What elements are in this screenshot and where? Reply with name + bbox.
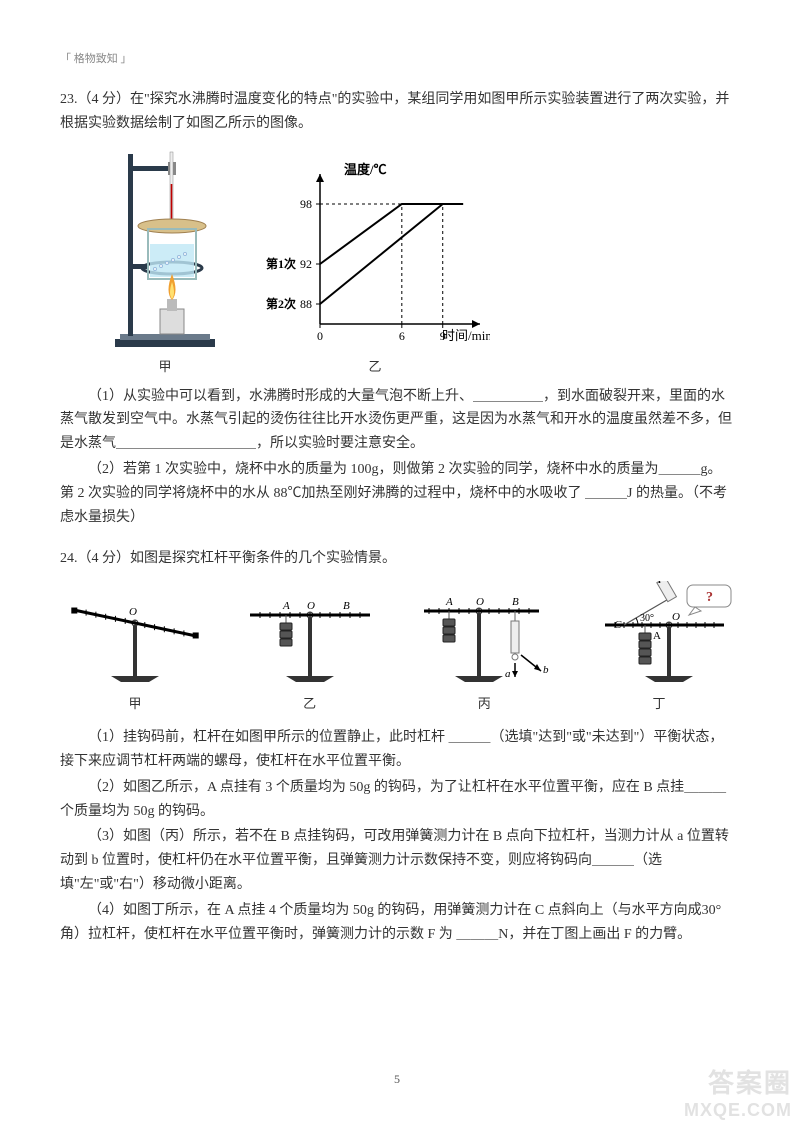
lever-jia-svg: O: [60, 581, 210, 691]
svg-text:b: b: [543, 664, 549, 676]
svg-text:O: O: [672, 611, 680, 623]
svg-text:A: A: [653, 630, 661, 642]
fig-yi-label: 乙: [368, 356, 381, 375]
q23-figures: 甲 889298069温度/℃时间/min第1次第2次 乙: [90, 144, 734, 375]
lever-yi-label: 乙: [303, 693, 316, 712]
lever-ding-svg: O C 30° F A?: [584, 581, 734, 691]
svg-text:a: a: [505, 668, 511, 680]
spacer: [60, 531, 734, 547]
svg-text:A: A: [282, 600, 290, 612]
q24-fig-yi: O A B 乙: [235, 581, 385, 712]
svg-text:B: B: [343, 600, 350, 612]
lever-bing-label: 丙: [478, 693, 491, 712]
svg-text:O: O: [476, 596, 484, 608]
watermark-line1: 答案圈: [684, 1063, 792, 1100]
svg-text:A: A: [445, 596, 453, 608]
svg-text:?: ?: [706, 590, 713, 605]
q24-fig-bing: O A Ba b 丙: [409, 581, 559, 712]
q24-intro: 24.（4 分）如图是探究杠杆平衡条件的几个实验情景。: [60, 547, 734, 571]
svg-text:98: 98: [300, 197, 312, 211]
svg-text:第1次: 第1次: [266, 256, 296, 271]
lever-jia-label: 甲: [128, 693, 141, 712]
apparatus-svg: [90, 144, 240, 354]
svg-text:C: C: [614, 619, 622, 631]
header-note: 「 格物致知 」: [60, 50, 734, 66]
q24-sub2: （2）如图乙所示，A 点挂有 3 个质量均为 50g 的钩码，为了让杠杆在水平位…: [60, 776, 734, 824]
svg-text:温度/℃: 温度/℃: [344, 162, 387, 177]
svg-text:时间/min: 时间/min: [442, 328, 490, 343]
q23-fig-yi: 889298069温度/℃时间/min第1次第2次 乙: [260, 154, 490, 375]
q24-figures: O 甲 OAB 乙 OABab 丙 OC30°FA? 丁: [60, 581, 734, 712]
svg-text:0: 0: [317, 329, 323, 343]
q23-fig-jia: 甲: [90, 144, 240, 375]
fig-jia-label: 甲: [158, 356, 171, 375]
svg-text:88: 88: [300, 297, 312, 311]
q24-sub4: （4）如图丁所示，在 A 点挂 4 个质量均为 50g 的钩码，用弹簧测力计在 …: [60, 899, 734, 947]
chart-svg: 889298069温度/℃时间/min第1次第2次: [260, 154, 490, 354]
svg-text:6: 6: [399, 329, 405, 343]
q23-sub1: （1）从实验中可以看到，水沸腾时形成的大量气泡不断上升、＿＿＿＿＿，到水面破裂开…: [60, 385, 734, 456]
lever-yi-svg: OAB: [235, 581, 385, 691]
q24-sub3: （3）如图（丙）所示，若不在 B 点挂钩码，可改用弹簧测力计在 B 点向下拉杠杆…: [60, 825, 734, 896]
svg-text:B: B: [512, 596, 519, 608]
page-number: 5: [0, 1072, 794, 1087]
svg-text:30°: 30°: [640, 613, 654, 624]
q24-sub1: （1）挂钩码前，杠杆在如图甲所示的位置静止，此时杠杆 ＿＿＿（选填"达到"或"未…: [60, 726, 734, 774]
svg-text:O: O: [307, 600, 315, 612]
watermark-line2: MXQE.COM: [684, 1100, 792, 1121]
svg-text:92: 92: [300, 257, 312, 271]
q24-fig-jia: O 甲: [60, 581, 210, 712]
svg-text:O: O: [129, 606, 137, 618]
watermark: 答案圈 MXQE.COM: [684, 1063, 792, 1121]
q24-fig-ding: O C 30° F A? 丁: [584, 581, 734, 712]
lever-bing-svg: O A Ba b: [409, 581, 559, 691]
q23-sub2: （2）若第 1 次实验中，烧杯中水的质量为 100g，则做第 2 次实验的同学，…: [60, 458, 734, 529]
svg-text:第2次: 第2次: [266, 296, 296, 311]
svg-text:F: F: [657, 581, 665, 586]
q23-intro: 23.（4 分）在"探究水沸腾时温度变化的特点"的实验中，某组同学用如图甲所示实…: [60, 88, 734, 136]
lever-ding-label: 丁: [652, 693, 665, 712]
